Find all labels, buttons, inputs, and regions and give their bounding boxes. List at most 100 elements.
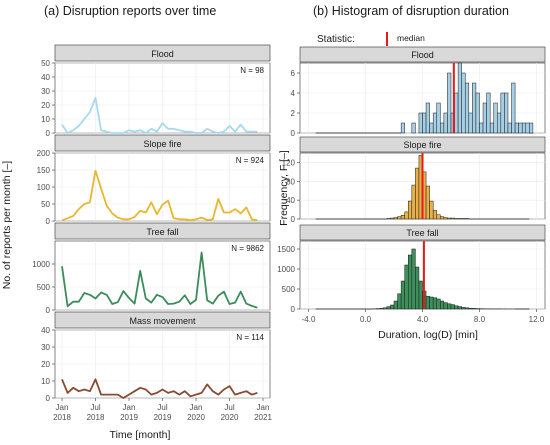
histogram-bar-slope-fire (429, 200, 434, 220)
histogram-bar-flood (507, 122, 512, 134)
histogram-bar-flood (422, 112, 427, 134)
right-title: (b) Histogram of disruption duration (313, 4, 509, 18)
y-tick-label: 0 (46, 129, 51, 138)
histogram-bar-flood (518, 122, 523, 134)
y-tick-label: 10 (41, 377, 50, 386)
y-tick-label: 200 (37, 149, 51, 158)
y-tick-label: 0 (291, 129, 296, 138)
y-tick-label: 1000 (277, 265, 295, 274)
strip-tree-fall (54, 222, 271, 240)
histogram-bar-flood (489, 122, 494, 134)
y-tick-label: 120 (282, 158, 296, 167)
x-tick-label: 12.0 (529, 315, 545, 324)
strip-flood (299, 46, 546, 63)
x-tick-label: -4.0 (302, 315, 316, 324)
histogram-bar-flood (440, 122, 445, 134)
histogram-bar-flood (472, 82, 477, 134)
left-x-axis-title: Time [month] (110, 429, 171, 441)
histogram-panel-flood: Flood 0 2 4 6 (291, 46, 546, 138)
y-tick-label: 100 (37, 183, 51, 192)
histogram-bar-tree-fall (386, 306, 391, 310)
n-label-flood: N = 98 (240, 66, 264, 75)
x-tick-label: Jan 2020 (187, 403, 205, 422)
x-tick-label: Jan 2019 (120, 403, 138, 422)
y-tick-label: 2 (291, 109, 296, 118)
histogram-bar-flood (525, 122, 530, 134)
time-series-panel-tree-fall: Tree fall 0 500 1000 N = 9862 (32, 222, 271, 315)
y-tick-label: 40 (41, 326, 50, 335)
y-tick-label: 20 (41, 360, 50, 369)
left-y-axis-title: No. of reports per month [–] (1, 161, 13, 289)
histogram-bar-flood (514, 122, 519, 134)
histogram-bar-flood (497, 112, 502, 134)
x-tick-label: Jan 2021 (254, 403, 272, 422)
strip-label-tree-fall: Tree fall (146, 227, 178, 237)
y-tick-label: 500 (37, 283, 51, 292)
histogram-bar-slope-fire (404, 211, 409, 220)
y-tick-label: 80 (286, 177, 295, 186)
histogram-bar-slope-fire (440, 216, 445, 220)
histogram-bar-tree-fall (390, 304, 395, 310)
histogram-bar-flood (425, 102, 430, 134)
histogram-bar-tree-fall (464, 307, 470, 310)
strip-label-flood: Flood (411, 50, 434, 60)
strip-mass-movement (54, 311, 271, 329)
strip-flood (54, 44, 271, 62)
y-tick-label: 50 (41, 200, 50, 209)
y-tick-label: 40 (286, 196, 295, 205)
histogram-bar-slope-fire (390, 217, 395, 220)
histogram-bar-slope-fire (408, 200, 413, 220)
histogram-bar-slope-fire (411, 184, 416, 220)
histogram-bar-flood (432, 112, 437, 134)
histogram-bar-tree-fall (397, 293, 402, 310)
histogram-bar-flood (500, 92, 505, 134)
histogram-bar-slope-fire (425, 185, 430, 220)
histogram-bar-tree-fall (408, 254, 413, 310)
n-label-tree-fall: N = 9862 (231, 244, 264, 253)
histogram-bar-flood (482, 102, 487, 134)
x-tick-label: 8.0 (474, 315, 486, 324)
histogram-bar-tree-fall (440, 300, 445, 310)
legend: Statistic: median (317, 32, 425, 46)
y-tick-label: 4 (291, 89, 296, 98)
y-tick-label: 50 (41, 59, 50, 68)
histogram-bar-tree-fall (447, 303, 452, 310)
histogram-bar-flood (468, 112, 473, 134)
series-line-slope-fire (61, 169, 258, 222)
legend-title: Statistic: (317, 34, 355, 45)
time-series-panel-mass-movement: Mass movement 0 10 20 30 40 N = 114 (41, 311, 271, 403)
histogram-bar-tree-fall (383, 307, 388, 310)
histogram-bar-flood (400, 122, 405, 134)
histogram-bar-flood (454, 92, 459, 134)
histogram-bar-tree-fall (457, 306, 462, 310)
histogram-bar-flood (511, 82, 516, 134)
strip-label-tree-fall: Tree fall (406, 228, 438, 238)
histogram-bar-tree-fall (379, 308, 384, 310)
histogram-bar-slope-fire (447, 217, 452, 220)
y-tick-label: 1500 (277, 245, 295, 254)
histogram-bar-flood (457, 62, 462, 134)
strip-label-slope-fire: Slope fire (403, 140, 441, 150)
histogram-bar-tree-fall (411, 248, 416, 310)
histogram-bar-tree-fall (443, 302, 448, 310)
histogram-bar-tree-fall (404, 264, 409, 310)
histogram-bar-flood (504, 92, 509, 134)
histogram-bar-tree-fall (393, 300, 398, 310)
right-x-axis-title: Duration, log(D) [min] (378, 329, 478, 341)
y-tick-label: 40 (41, 73, 50, 82)
left-title: (a) Disruption reports over time (44, 4, 216, 18)
y-tick-label: 0 (291, 215, 296, 224)
strip-slope-fire (54, 134, 271, 152)
histogram-bar-tree-fall (472, 308, 477, 310)
series-line-tree-fall (61, 251, 258, 309)
histogram-bar-flood (479, 122, 484, 134)
time-series-panel-flood: Flood 0 10 20 30 40 50 N = 98 (41, 44, 271, 138)
x-tick-label: 0.0 (360, 315, 372, 324)
histogram-bar-flood (521, 122, 527, 134)
histogram-bar-tree-fall (415, 266, 420, 310)
legend-label: median (397, 33, 425, 43)
histogram-bar-flood (411, 122, 416, 134)
histogram-bar-tree-fall (454, 305, 459, 310)
histogram-panels: Flood 0 2 4 6 Slope fire 0 40 80 120 Tree fall 0 500… (277, 46, 546, 324)
histogram-bar-tree-fall (461, 307, 466, 310)
